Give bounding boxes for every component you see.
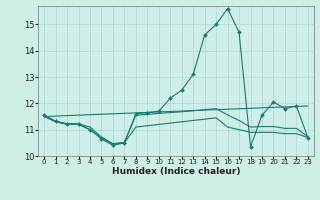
X-axis label: Humidex (Indice chaleur): Humidex (Indice chaleur) [112, 167, 240, 176]
